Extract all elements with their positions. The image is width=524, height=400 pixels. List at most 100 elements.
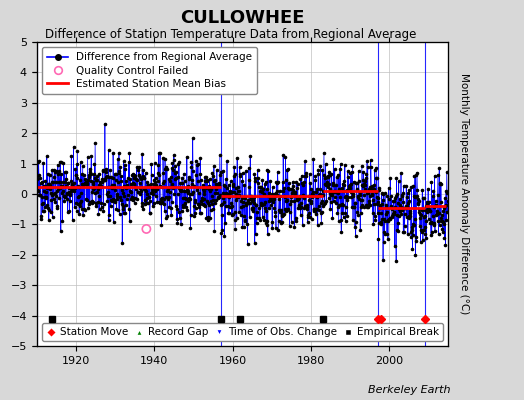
Point (428, 220, 436, 227)
Point (344, 174, 353, 180)
Point (83, 197, 92, 203)
Point (144, 182, 152, 188)
Point (248, 196, 257, 203)
Point (441, 203, 449, 209)
Point (80, 172, 88, 178)
Point (304, 212, 312, 218)
Point (310, 206, 319, 212)
Point (223, 185, 231, 191)
Point (311, 177, 319, 183)
Point (326, 199, 335, 205)
Point (260, 180, 269, 187)
Point (97, 204, 106, 210)
Point (103, 189, 112, 196)
Point (258, 214, 267, 220)
Point (355, 196, 364, 203)
Point (101, 166, 110, 172)
Point (410, 194, 419, 200)
Point (303, 201, 311, 208)
Point (308, 188, 316, 195)
Point (62, 168, 71, 175)
Point (333, 209, 342, 216)
Point (163, 213, 171, 219)
Point (377, 210, 386, 216)
Point (73, 148, 82, 154)
Point (39, 188, 48, 194)
Point (198, 195, 206, 201)
Point (443, 169, 451, 175)
Point (117, 201, 126, 207)
Point (186, 225, 194, 231)
Point (298, 172, 306, 179)
Point (129, 197, 137, 204)
Point (96, 182, 104, 188)
Legend: Station Move, Record Gap, Time of Obs. Change, Empirical Break: Station Move, Record Gap, Time of Obs. C… (42, 323, 443, 341)
Point (438, 225, 446, 232)
Point (140, 201, 149, 207)
Point (98, 176, 106, 182)
Point (69, 217, 77, 223)
Point (241, 217, 249, 224)
Point (33, 173, 41, 180)
Point (419, 236, 427, 243)
Point (34, 188, 42, 194)
Point (190, 213, 198, 220)
Point (231, 208, 239, 215)
Point (174, 161, 182, 168)
Point (64, 184, 73, 191)
Point (401, 204, 410, 211)
Point (384, 236, 392, 242)
Point (413, 169, 421, 176)
Point (159, 170, 168, 176)
Point (114, 178, 122, 185)
Point (254, 166, 262, 173)
Point (299, 182, 308, 188)
Point (294, 205, 302, 212)
Point (102, 169, 110, 176)
Point (199, 182, 208, 188)
Point (350, 203, 358, 210)
Point (390, 211, 398, 218)
Point (182, 196, 190, 202)
Point (306, 180, 314, 187)
Point (338, 209, 346, 216)
Point (129, 170, 137, 177)
Point (119, 209, 128, 216)
Point (416, 223, 424, 229)
Point (186, 191, 194, 197)
Point (115, 211, 124, 217)
Point (439, 219, 447, 226)
Point (416, 215, 424, 221)
Point (319, 188, 327, 195)
Point (290, 189, 299, 196)
Point (122, 178, 130, 184)
Point (345, 187, 353, 193)
Point (349, 190, 357, 197)
Point (258, 202, 266, 208)
Point (63, 209, 72, 216)
Point (191, 199, 199, 206)
Point (189, 168, 197, 174)
Point (440, 234, 449, 241)
Point (33, 186, 41, 193)
Point (139, 166, 147, 173)
Point (160, 201, 168, 208)
Point (37, 194, 46, 200)
Point (106, 167, 114, 173)
Point (387, 202, 395, 209)
Point (139, 172, 148, 179)
Point (71, 204, 79, 211)
Point (48, 178, 57, 185)
Point (145, 194, 153, 200)
Point (359, 192, 368, 198)
Point (215, 182, 224, 188)
Point (238, 177, 246, 184)
Point (52, 192, 60, 199)
Point (316, 186, 324, 192)
Point (411, 252, 420, 258)
Point (291, 192, 299, 198)
Point (48, 167, 56, 173)
Point (425, 206, 433, 212)
Point (191, 210, 199, 217)
Point (321, 200, 329, 207)
